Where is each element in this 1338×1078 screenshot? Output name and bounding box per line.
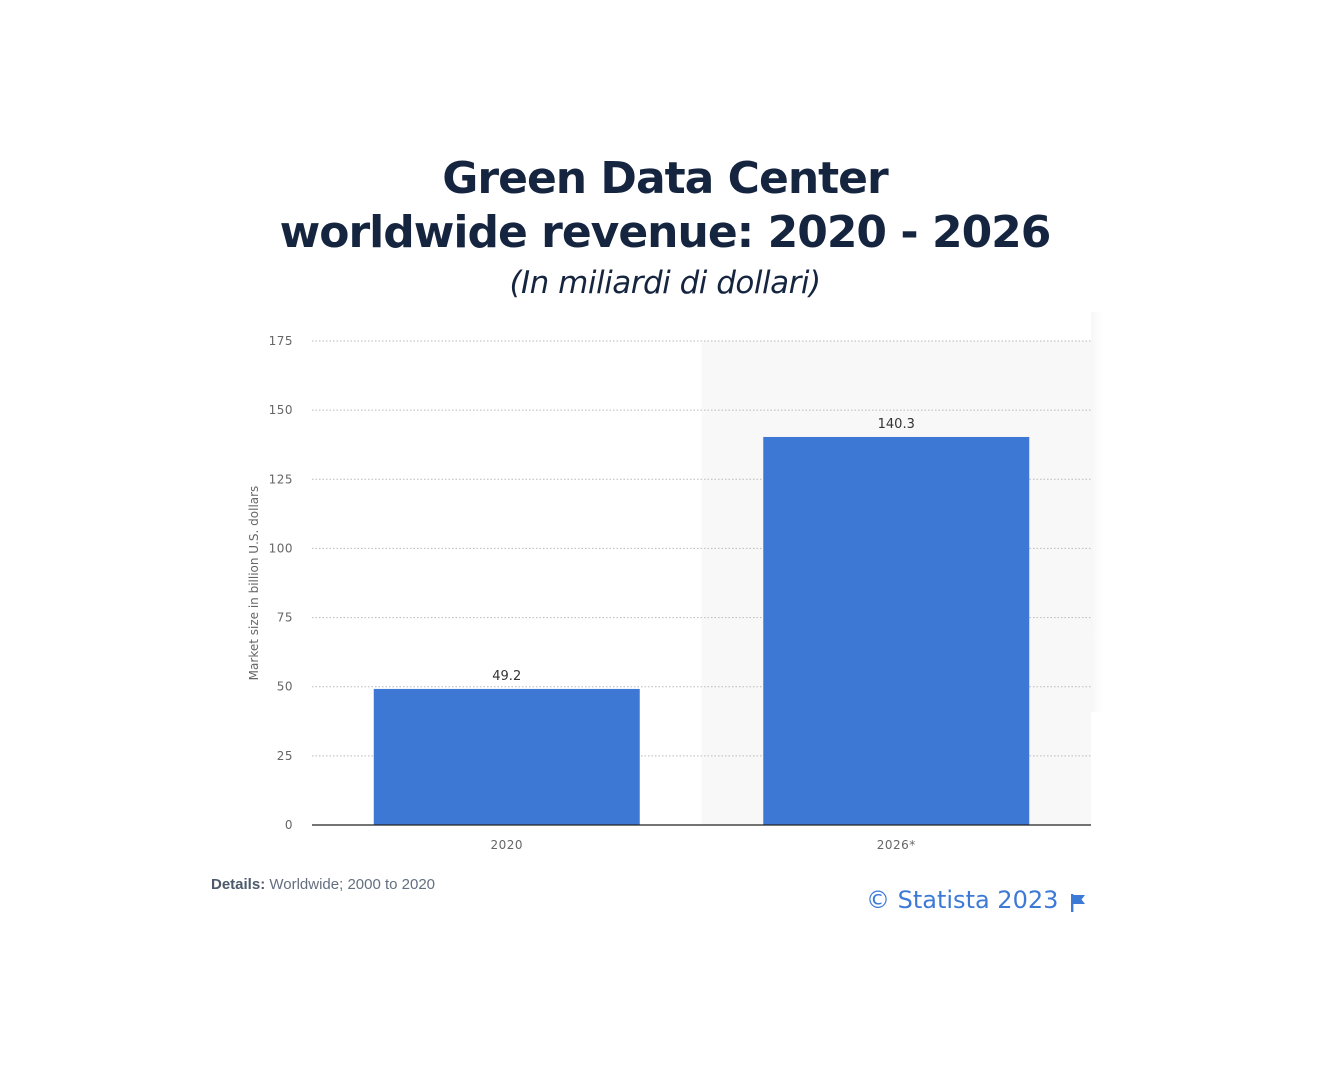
- chart-title-line-1: Green Data Center: [442, 153, 888, 204]
- chart-subtitle: (In miliardi di dollari): [509, 265, 821, 301]
- chart-title-line-2: worldwide revenue: 2020 - 2026: [279, 207, 1052, 258]
- y-tick-label: 100: [269, 541, 293, 555]
- bar-2020: [373, 688, 640, 825]
- data-label: 49.2: [492, 669, 521, 684]
- y-tick-label: 50: [277, 680, 293, 694]
- y-tick-label: 25: [277, 749, 293, 763]
- details-note: Details: Worldwide; 2000 to 2020: [211, 876, 435, 893]
- chart-title-block: Green Data Center worldwide revenue: 202…: [0, 152, 1330, 304]
- x-tick-label: 2020: [490, 838, 523, 852]
- details-key: Details:: [211, 876, 266, 893]
- y-tick-label: 150: [269, 403, 293, 417]
- flag-icon[interactable]: [1070, 893, 1086, 913]
- y-tick-label: 175: [269, 334, 293, 348]
- y-tick-label: 125: [269, 472, 293, 486]
- y-axis-label: Market size in billion U.S. dollars: [247, 486, 261, 681]
- details-value: Worldwide; 2000 to 2020: [269, 876, 436, 893]
- y-tick-label: 75: [277, 611, 293, 625]
- statista-copyright[interactable]: © Statista 2023: [866, 886, 1059, 914]
- chart-edge-shadow: [1091, 312, 1107, 712]
- bar-2026: [763, 436, 1030, 825]
- data-label: 140.3: [878, 417, 915, 432]
- x-tick-label: 2026*: [877, 838, 916, 852]
- y-tick-label: 0: [285, 818, 293, 832]
